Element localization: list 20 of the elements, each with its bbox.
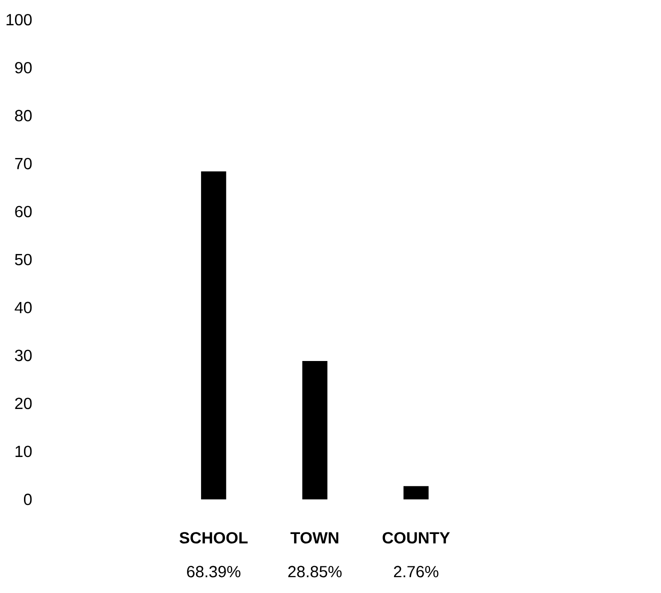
y-tick-label: 80 — [15, 110, 32, 122]
x-tick-label: TOWN — [290, 532, 338, 544]
bar — [302, 361, 328, 500]
y-tick-label: 20 — [15, 398, 32, 410]
y-tick-label: 100 — [6, 14, 32, 26]
y-tick-label: 10 — [16, 446, 32, 458]
y-tick-label: 40 — [14, 302, 32, 314]
y-tick-label: 30 — [14, 350, 32, 362]
bar — [201, 172, 226, 500]
x-tick-label: COUNTY — [382, 532, 450, 544]
bar — [404, 486, 429, 500]
y-tick-label: 70 — [15, 158, 32, 170]
data-label: 68.39% — [187, 566, 240, 578]
data-label: 2.76% — [394, 566, 438, 578]
y-tick-label: 50 — [15, 254, 32, 266]
y-tick-label: 60 — [15, 206, 32, 218]
x-tick-label: SCHOOL — [180, 532, 248, 544]
y-tick-label: 0 — [24, 494, 32, 506]
data-label: 28.85% — [288, 566, 342, 578]
y-tick-label: 90 — [15, 62, 32, 74]
